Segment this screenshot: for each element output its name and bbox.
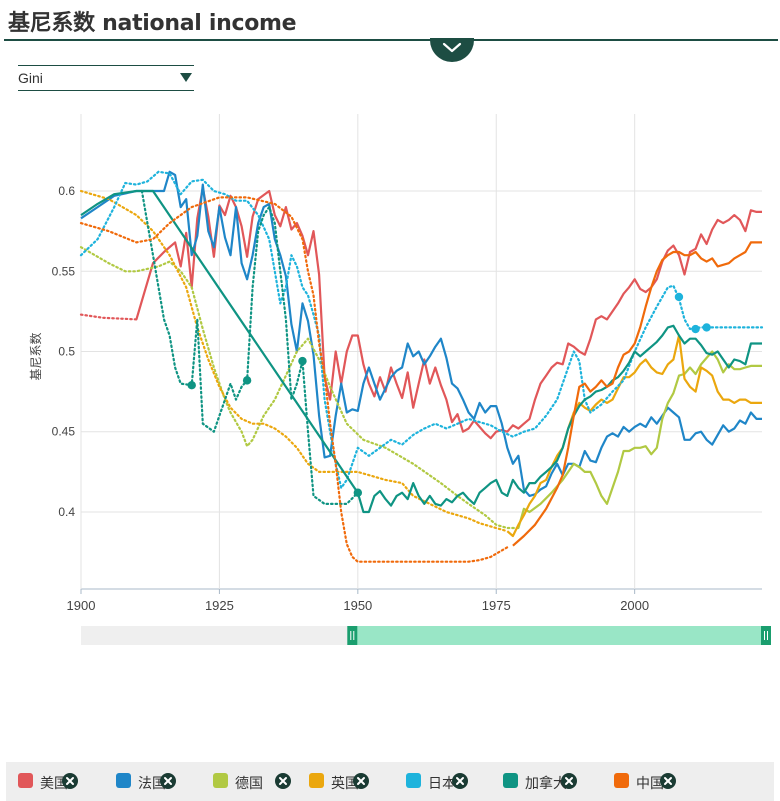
x-tick-label: 1900 — [67, 598, 96, 613]
x-tick-label: 1950 — [343, 598, 372, 613]
legend-item-5[interactable]: 日本 — [406, 773, 472, 792]
series-dotted-line — [79, 196, 509, 563]
legend-swatch — [309, 773, 324, 788]
y-tick-label: 0.45 — [52, 425, 76, 439]
remove-series-icon[interactable] — [660, 773, 676, 789]
legend-label: 法国 — [138, 776, 166, 792]
series-7 — [79, 196, 762, 563]
legend-item-4[interactable]: 英国 — [309, 773, 373, 792]
y-tick-label: 0.55 — [52, 264, 76, 278]
legend-swatch — [614, 773, 629, 788]
series-4 — [79, 189, 762, 538]
metric-select-value: Gini — [18, 70, 43, 86]
y-tick-label: 0.4 — [58, 505, 75, 519]
series-line — [512, 241, 762, 547]
legend-label: 美国 — [40, 776, 68, 792]
legend-swatch — [116, 773, 131, 788]
y-tick-label: 0.5 — [58, 345, 75, 359]
legend-item-6[interactable]: 加拿大 — [503, 773, 581, 792]
range-selector-selection — [352, 626, 766, 645]
series-6 — [80, 189, 762, 514]
series-dotted-line — [79, 189, 509, 533]
data-point-marker — [674, 292, 684, 302]
x-tick-label: 1975 — [482, 598, 511, 613]
data-point-marker — [298, 356, 307, 366]
remove-series-icon[interactable] — [275, 773, 291, 789]
series-dotted-line — [79, 313, 138, 321]
series-dotted-line — [140, 189, 359, 505]
remove-series-icon[interactable] — [160, 773, 176, 789]
x-tick-label: 2000 — [620, 598, 649, 613]
legend-item-1[interactable]: 美国 — [18, 773, 82, 792]
data-point-marker — [702, 323, 711, 332]
legend-item-3[interactable]: 德国 — [213, 773, 295, 792]
range-handle-grip[interactable] — [347, 626, 358, 645]
chart-legend: 美国 法国 德国 英国 日本 加拿大 中国 — [6, 762, 774, 801]
series-line — [517, 350, 762, 529]
metric-select[interactable]: Gini — [18, 65, 194, 91]
series-dotted-line — [79, 246, 520, 530]
remove-series-icon[interactable] — [561, 773, 577, 789]
series-line — [506, 334, 762, 538]
series-2 — [80, 170, 762, 497]
legend-item-7[interactable]: 中国 — [614, 773, 680, 792]
remove-series-icon[interactable] — [353, 773, 369, 789]
range-handle-right[interactable] — [761, 626, 771, 645]
data-point-marker — [353, 488, 363, 497]
legend-label: 德国 — [235, 776, 263, 792]
legend-item-2[interactable]: 法国 — [116, 773, 180, 792]
y-tick-label: 0.6 — [58, 184, 75, 198]
series-dotted-line — [79, 170, 764, 489]
series-line — [80, 189, 762, 514]
remove-series-icon[interactable] — [62, 773, 78, 789]
legend-swatch — [503, 773, 518, 788]
data-point-marker — [187, 380, 196, 390]
data-point-marker — [691, 324, 700, 334]
y-axis-title: 基尼系数 — [28, 332, 43, 380]
gini-line-chart: 0.4 0.45 0.5 0.55 0.6 1900 1925 1950 1975 2000 基尼系… — [28, 114, 771, 645]
range-handle-left[interactable] — [347, 626, 358, 645]
dropdown-arrow-icon — [180, 73, 192, 82]
legend-label: 加拿大 — [525, 776, 567, 792]
chevron-down-icon — [442, 42, 462, 53]
x-tick-label: 1925 — [205, 598, 234, 613]
collapse-toggle-button[interactable] — [430, 38, 474, 62]
legend-label: 中国 — [636, 776, 664, 792]
legend-label: 日本 — [428, 776, 456, 792]
data-point-marker — [242, 376, 252, 385]
legend-swatch — [18, 773, 33, 788]
legend-swatch — [213, 773, 228, 788]
page-title: 基尼系数 national income — [8, 11, 297, 36]
title-divider — [4, 39, 778, 41]
series-5 — [79, 170, 764, 489]
legend-label: 英国 — [331, 776, 359, 792]
series-3 — [79, 246, 762, 530]
range-handle-grip[interactable] — [761, 626, 771, 645]
remove-series-icon[interactable] — [452, 773, 468, 789]
series-1 — [79, 186, 762, 440]
legend-swatch — [406, 773, 421, 788]
series-line — [80, 170, 762, 497]
